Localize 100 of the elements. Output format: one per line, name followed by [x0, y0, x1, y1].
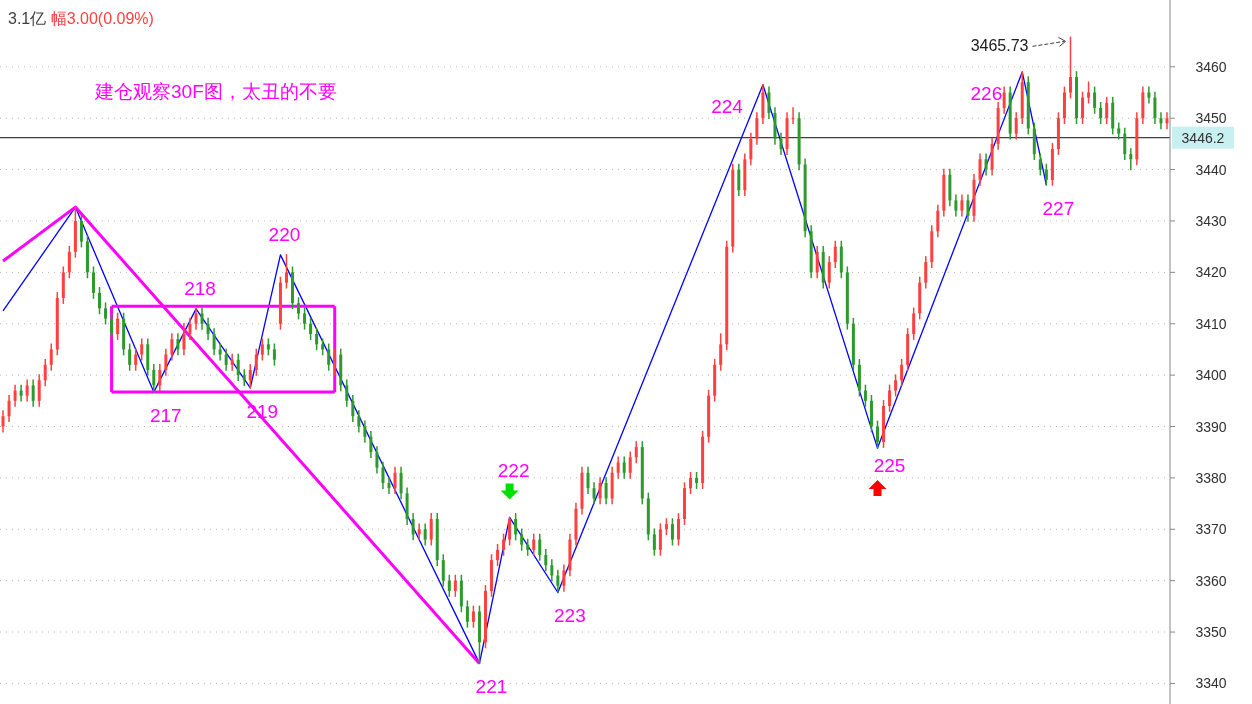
y-tick-label: 3360	[1195, 572, 1227, 589]
annotation: 3465.73	[970, 37, 1029, 55]
candlestick	[1014, 112, 1018, 140]
candlestick	[960, 194, 964, 217]
candlestick	[502, 533, 506, 556]
candlestick	[1129, 148, 1133, 171]
candlestick	[19, 384, 23, 402]
candlestick	[652, 528, 656, 556]
candlestick	[1123, 127, 1127, 161]
y-tick-label: 3430	[1195, 212, 1227, 229]
candlestick	[514, 513, 518, 541]
candlestick	[1068, 36, 1072, 99]
candlestick	[176, 333, 180, 356]
y-tick-label: 3400	[1195, 367, 1227, 384]
annotation: 220	[268, 223, 301, 245]
candlestick	[954, 194, 958, 217]
candlestick	[224, 348, 228, 371]
candlestick	[387, 477, 391, 495]
candlestick	[749, 132, 753, 166]
y-tick-label: 3390	[1195, 418, 1227, 435]
text: 3.1亿 幅3.00(0.09%)	[8, 10, 154, 27]
candlestick	[520, 528, 524, 551]
candlestick	[49, 343, 53, 371]
candlestick	[471, 605, 475, 628]
y-tick-label: 3340	[1195, 675, 1227, 692]
candlestick	[200, 307, 204, 330]
candlestick	[586, 466, 590, 495]
annotation: 223	[554, 605, 586, 627]
candlestick	[924, 256, 928, 289]
candlestick	[1153, 91, 1157, 125]
candlestick	[827, 256, 831, 289]
candlestick	[490, 554, 494, 597]
candlestick	[676, 513, 680, 546]
candlestick	[888, 384, 892, 412]
candlestick	[128, 343, 132, 371]
candlestick	[1, 410, 5, 433]
candlestick	[248, 364, 252, 389]
candlestick	[1099, 102, 1103, 125]
candlestick	[345, 379, 349, 407]
candlestick	[1159, 112, 1163, 130]
candlestick	[429, 513, 433, 546]
candlestick	[164, 348, 168, 376]
candlestick	[689, 472, 693, 495]
candlestick	[912, 307, 916, 340]
candlestick	[206, 317, 210, 340]
candlestick	[1093, 86, 1097, 114]
candlestick	[538, 533, 542, 561]
candlestick	[978, 153, 982, 186]
candlestick	[260, 338, 264, 361]
candlestick	[1147, 86, 1151, 104]
candlestick	[936, 204, 940, 238]
candlestick	[496, 543, 500, 567]
candlestick	[104, 302, 108, 325]
candlestick	[37, 374, 41, 407]
candlestick	[393, 466, 397, 495]
candlestick	[399, 466, 403, 500]
candlestick	[1044, 163, 1048, 186]
candlestick	[465, 600, 469, 628]
y-tick-label: 3460	[1195, 58, 1227, 75]
candlestick	[303, 307, 307, 330]
candlestick	[483, 585, 487, 649]
candlestick	[272, 343, 276, 366]
candlestick	[767, 86, 771, 119]
annotation: 建仓观察30F图，太丑的不要	[94, 81, 337, 102]
candlestick	[900, 358, 904, 387]
candlestick	[628, 451, 632, 479]
candlestick	[254, 348, 258, 376]
candlestick	[369, 430, 373, 459]
candlestick	[79, 215, 83, 248]
candlestick	[1087, 81, 1091, 104]
annotation: 221	[475, 676, 508, 698]
candlestick	[598, 477, 602, 505]
candlestick	[622, 456, 626, 479]
candlestick	[1165, 112, 1169, 130]
candlestick	[158, 364, 162, 392]
candlestick	[532, 533, 536, 556]
candlestick	[110, 312, 114, 340]
candlestick	[134, 348, 138, 371]
candlestick	[876, 420, 879, 449]
annotation: 226	[970, 82, 1003, 104]
candlestick	[562, 564, 566, 592]
candlestick	[755, 112, 759, 145]
candlestick	[556, 569, 560, 594]
candlestick	[188, 317, 192, 340]
candlestick	[1081, 91, 1085, 125]
candlestick	[1105, 96, 1109, 125]
annotation: 218	[184, 277, 216, 299]
candlestick	[863, 384, 867, 407]
candlestick	[31, 379, 35, 407]
candlestick	[544, 549, 548, 572]
candlestick	[658, 523, 662, 556]
candlestick	[309, 317, 313, 340]
candlestick	[230, 353, 234, 371]
candlestick	[236, 353, 240, 382]
candlestick	[7, 394, 11, 423]
candlestick	[381, 461, 385, 489]
candlestick	[833, 240, 837, 268]
annotation: 227	[1042, 197, 1075, 219]
candlestick	[116, 312, 120, 340]
candlestick	[327, 343, 331, 371]
